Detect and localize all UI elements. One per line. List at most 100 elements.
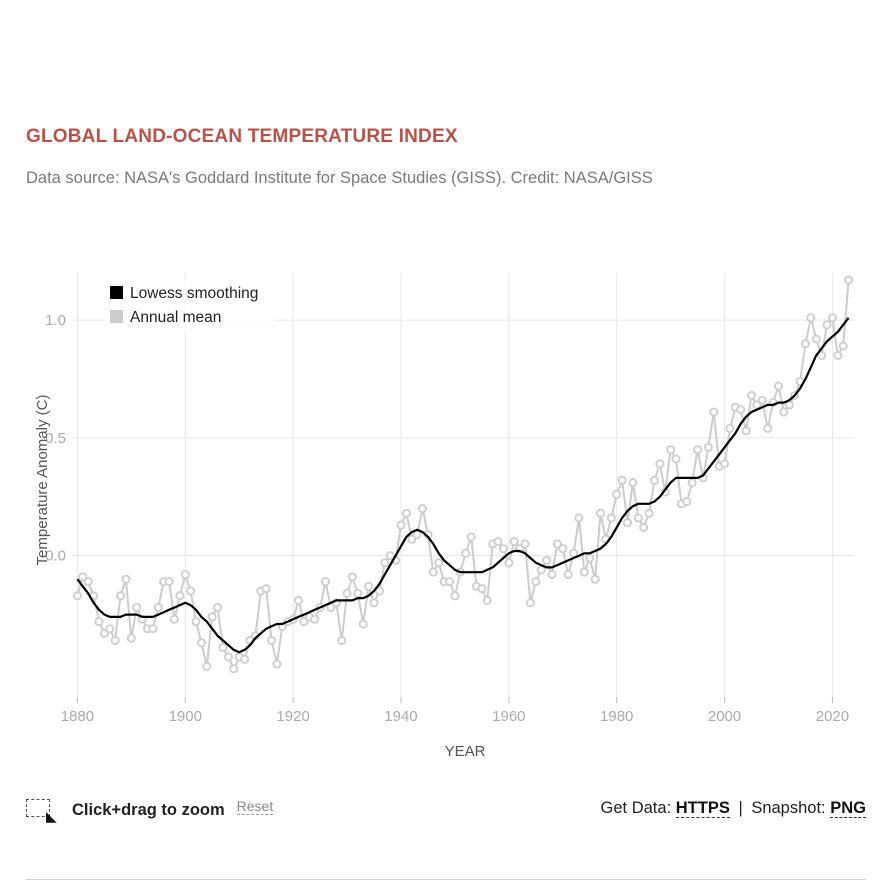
annual-mean-point <box>822 320 832 330</box>
annual-mean-point <box>504 558 514 568</box>
annual-mean-point <box>736 405 746 415</box>
annual-mean-point <box>207 612 217 622</box>
annual-mean-point <box>294 595 304 605</box>
x-tick-label: 1900 <box>169 708 202 725</box>
annual-mean-point <box>800 339 810 349</box>
annual-mean-point <box>191 617 201 627</box>
annual-mean-point <box>175 591 185 601</box>
annual-mean-point <box>682 496 692 506</box>
annual-mean-point <box>110 635 120 645</box>
annual-mean-point <box>817 350 827 360</box>
annual-mean-point <box>628 478 638 488</box>
annual-mean-point <box>741 426 751 436</box>
annual-mean-point <box>116 591 126 601</box>
annual-mean-point <box>310 614 320 624</box>
annual-mean-point <box>563 570 573 580</box>
zoom-box-icon[interactable]: ◣ <box>26 797 57 823</box>
snapshot-label: Snapshot: <box>751 799 826 817</box>
annual-mean-point <box>844 275 854 285</box>
annual-mean-point <box>385 551 395 561</box>
chart-subtitle: Data source: NASA's Goddard Institute fo… <box>26 169 653 187</box>
annual-mean-point <box>655 459 665 469</box>
annual-mean-point <box>261 584 271 594</box>
annual-mean-point <box>401 508 411 518</box>
annual-mean-point <box>445 577 455 587</box>
annual-mean-point <box>747 390 757 400</box>
annual-mean-point <box>509 537 519 547</box>
annual-mean-point <box>644 508 654 518</box>
x-tick-label: 2000 <box>708 708 741 725</box>
annual-mean-point <box>558 544 568 554</box>
annual-mean-point <box>709 407 719 417</box>
annual-mean-point <box>153 602 163 612</box>
annual-mean-point <box>773 381 783 391</box>
x-tick-label: 1940 <box>384 708 417 725</box>
legend-background <box>105 280 275 332</box>
y-tick-label: 0.5 <box>45 430 66 447</box>
annual-mean-point <box>687 478 697 488</box>
annual-mean-point <box>320 577 330 587</box>
annual-mean-point <box>477 584 487 594</box>
annual-mean-point <box>407 534 417 544</box>
y-tick-label: 1.0 <box>45 312 66 329</box>
annual-mean-point <box>493 537 503 547</box>
legend-swatch <box>110 310 123 323</box>
temperature-chart[interactable]: 1880 1900 1920 1940 1960 1980 2000 2020 0.0 0.5 1.… <box>0 0 886 780</box>
annual-mean-point <box>703 442 713 452</box>
annual-mean-point <box>757 395 767 405</box>
annual-mean-point <box>763 423 773 433</box>
annual-mean-point <box>779 407 789 417</box>
x-tick-label: 2020 <box>816 708 849 725</box>
annual-mean-point <box>633 513 643 523</box>
annual-mean-point <box>720 459 730 469</box>
annual-mean-point <box>585 553 595 563</box>
chart-title: GLOBAL LAND-OCEAN TEMPERATURE INDEX <box>26 126 458 147</box>
https-link[interactable]: HTTPS <box>675 799 730 818</box>
annual-mean-point <box>83 577 93 587</box>
annual-mean-point <box>612 489 622 499</box>
annual-mean-point <box>72 591 82 601</box>
separator: | <box>738 799 743 817</box>
x-tick-label: 1880 <box>61 708 94 725</box>
annual-mean-point <box>126 633 136 643</box>
annual-mean-point <box>369 598 379 608</box>
annual-mean-point <box>806 313 816 323</box>
annual-mean-point <box>671 454 681 464</box>
annual-mean-point <box>590 574 600 584</box>
annual-mean-point <box>218 643 228 653</box>
annual-mean-point <box>299 617 309 627</box>
annual-mean-point <box>606 513 616 523</box>
annual-mean-point <box>164 577 174 587</box>
bottom-divider <box>26 879 866 880</box>
annual-mean-point <box>482 595 492 605</box>
annual-mean-point <box>725 423 735 433</box>
annual-mean-point <box>202 661 212 671</box>
annual-mean-point <box>180 570 190 580</box>
y-axis-label: Temperature Anomaly (C) <box>34 395 51 566</box>
annual-mean-point <box>811 334 821 344</box>
annual-mean-point <box>525 598 535 608</box>
png-link[interactable]: PNG <box>830 799 866 818</box>
annual-mean-point <box>342 588 352 598</box>
annual-mean-point <box>396 520 406 530</box>
zoom-controls: ◣ Click+drag to zoom Reset <box>26 797 274 823</box>
annual-mean-point <box>542 555 552 565</box>
x-tick-label: 1960 <box>492 708 525 725</box>
annual-mean-point <box>196 638 206 648</box>
zoom-instruction: Click+drag to zoom <box>72 800 225 819</box>
annual-mean-point <box>186 586 196 596</box>
annual-mean-point <box>229 664 239 674</box>
annual-mean-point <box>169 614 179 624</box>
annual-mean-point <box>347 572 357 582</box>
annual-mean-point <box>418 504 428 514</box>
annual-mean-point <box>498 544 508 554</box>
annual-mean-point <box>240 654 250 664</box>
annual-mean-point <box>617 475 627 485</box>
annual-mean-point <box>827 313 837 323</box>
reset-button[interactable]: Reset <box>236 797 274 815</box>
lowess-smoothing-line <box>76 317 850 654</box>
x-tick-label: 1980 <box>600 708 633 725</box>
annual-mean-point <box>622 518 632 528</box>
annual-mean-point <box>693 445 703 455</box>
annual-mean-point <box>461 548 471 558</box>
